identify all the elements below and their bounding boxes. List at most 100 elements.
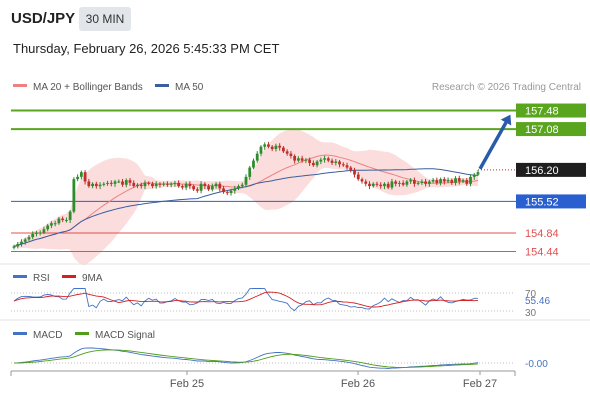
legend: MA 20 + Bollinger Bands MA 50 Research ©… (13, 82, 581, 93)
candle-body (117, 181, 121, 183)
bollinger-band-area (14, 129, 478, 266)
rsi-upper-label: 70 (525, 289, 537, 300)
candle-body (233, 188, 237, 191)
candle-body (326, 158, 330, 161)
candle-body (401, 182, 405, 185)
candle-body (64, 219, 68, 221)
candle-body (106, 182, 109, 184)
candle-body (91, 183, 94, 187)
candle-body (158, 183, 162, 185)
rsi-value-label: 55.46 (525, 296, 550, 307)
symbol-title: USD/JPY (11, 10, 76, 27)
candle-body (398, 182, 401, 184)
rsi-ma-legend-label: 9MA (82, 273, 103, 284)
bollinger-band (14, 129, 478, 266)
candle-body (394, 181, 398, 184)
candle-body (439, 179, 442, 183)
ma20-legend-label: MA 20 + Bollinger Bands (33, 82, 143, 93)
candle-body (61, 218, 65, 220)
chart-datetime: Thursday, February 26, 2026 5:45:33 PM C… (13, 41, 280, 56)
candle-body (31, 233, 35, 238)
candle-body (267, 144, 270, 147)
rsi-legend-label: RSI (33, 273, 50, 284)
pivot-label: 155.52 (525, 196, 559, 208)
x-label-feb25: Feb 25 (170, 378, 204, 390)
candle-body (199, 183, 203, 191)
candle-body (136, 184, 139, 187)
candle-body (476, 172, 480, 175)
candle-body (364, 181, 368, 184)
ma20-legend-swatch (13, 84, 27, 87)
candle-body (353, 169, 356, 175)
candle-body (405, 181, 409, 185)
candle-body (323, 158, 326, 160)
candle-body (379, 184, 383, 187)
pivot-label-box (516, 194, 586, 209)
macd-value-label: -0.00 (525, 359, 548, 370)
candle-body (188, 183, 192, 187)
candle-body (252, 160, 255, 168)
level-labels: 157.48 157.08 155.52 154.84 154.44 156.20 (516, 103, 586, 259)
candle-body (128, 180, 132, 183)
x-label-feb26: Feb 26 (341, 378, 375, 390)
candle-body (311, 162, 315, 166)
candle-body (360, 179, 364, 182)
resistance-2-label-box (516, 103, 586, 118)
candle-body (259, 146, 263, 154)
candle-body (143, 182, 147, 187)
candle-body (46, 225, 50, 230)
candle-body (139, 184, 143, 187)
candle-body (132, 182, 136, 187)
candle-body (169, 183, 173, 185)
candles (12, 141, 480, 250)
candle-body (390, 181, 394, 188)
candle-body (151, 183, 154, 187)
candle-body (109, 182, 113, 184)
candle-body (248, 167, 252, 177)
timeframe-badge[interactable]: 30 MIN (79, 7, 131, 31)
candle-body (442, 179, 446, 182)
candle-body (42, 229, 46, 233)
macd-line (13, 347, 479, 369)
candle-body (255, 153, 259, 161)
candle-body (87, 181, 91, 187)
candle-body (147, 182, 151, 184)
candle-body (12, 246, 16, 248)
candle-body (102, 183, 106, 185)
candle-body (20, 241, 23, 245)
candle-body (180, 186, 184, 188)
candle-body (345, 165, 349, 168)
forecast-arrow-shaft (478, 121, 508, 170)
candle-body (274, 145, 278, 150)
candle-body (162, 183, 166, 185)
candle-body (98, 184, 102, 187)
candle-body (50, 223, 53, 226)
x-axis: Feb 25 Feb 26 Feb 27 (10, 370, 516, 390)
candle-body (124, 180, 128, 185)
candle-body (409, 180, 413, 182)
candle-body (94, 183, 98, 187)
candle-body (308, 159, 312, 163)
candle-body (263, 144, 267, 147)
candle-body (454, 178, 457, 183)
candle-body (304, 159, 308, 161)
candle-body (184, 183, 188, 188)
resistance-1-label-box (516, 122, 586, 137)
candle-body (300, 158, 304, 161)
candle-body (296, 158, 300, 161)
candle-body (472, 174, 476, 177)
candle-body (416, 182, 420, 184)
candle-body (72, 179, 76, 212)
candle-body (424, 181, 428, 184)
rsi-ma-legend-swatch (62, 275, 76, 278)
candle-body (341, 164, 345, 166)
candle-body (446, 180, 450, 182)
macd-legend-label: MACD (33, 330, 62, 341)
candle-body (334, 161, 338, 163)
candle-body (285, 151, 289, 154)
candle-body (244, 176, 248, 185)
candle-body (278, 145, 282, 148)
forecast-arrow (478, 114, 512, 170)
candle-body (412, 180, 416, 184)
